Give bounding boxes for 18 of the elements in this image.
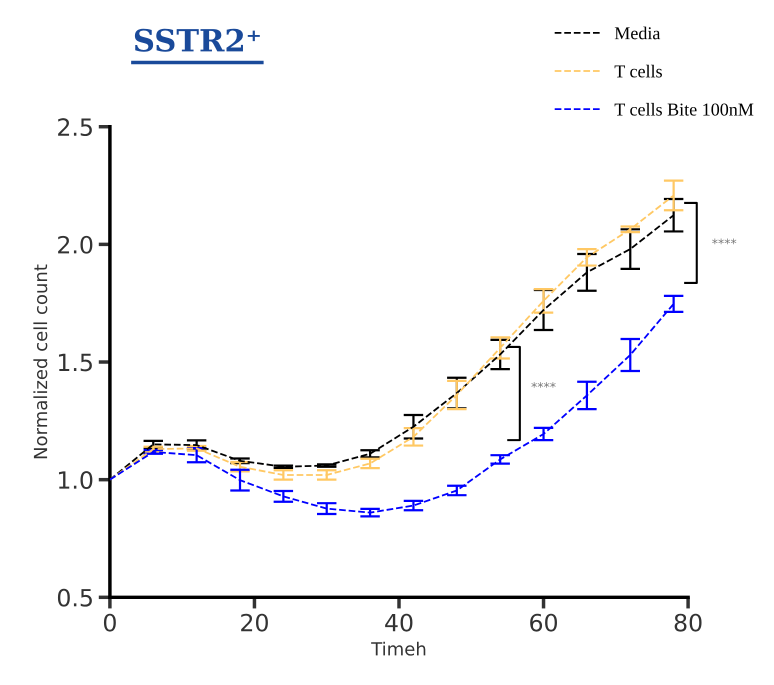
x-axis-title: Timeh: [371, 642, 426, 656]
x-tick-label: 0: [104, 614, 116, 632]
legend-label: T cells Bite 100nM: [614, 102, 754, 116]
chart-title: SSTR2⁺: [134, 28, 260, 52]
legend-label: T cells: [614, 64, 662, 78]
x-tick-label: 40: [385, 614, 412, 632]
x-tick-label: 60: [530, 614, 557, 632]
y-tick-label: 2.5: [58, 118, 92, 136]
y-tick-label: 1.0: [58, 471, 92, 489]
x-tick-label: 20: [241, 614, 268, 632]
y-tick-label: 0.5: [58, 588, 92, 607]
y-tick-label: 1.5: [58, 354, 92, 372]
y-tick-label: 2.0: [58, 236, 92, 254]
legend-label: Media: [614, 26, 660, 40]
annotation: ****: [531, 382, 556, 388]
text: ****: [712, 238, 736, 244]
x-tick-label: 80: [674, 614, 702, 632]
y-axis-title: Normalized cell count: [33, 264, 48, 458]
